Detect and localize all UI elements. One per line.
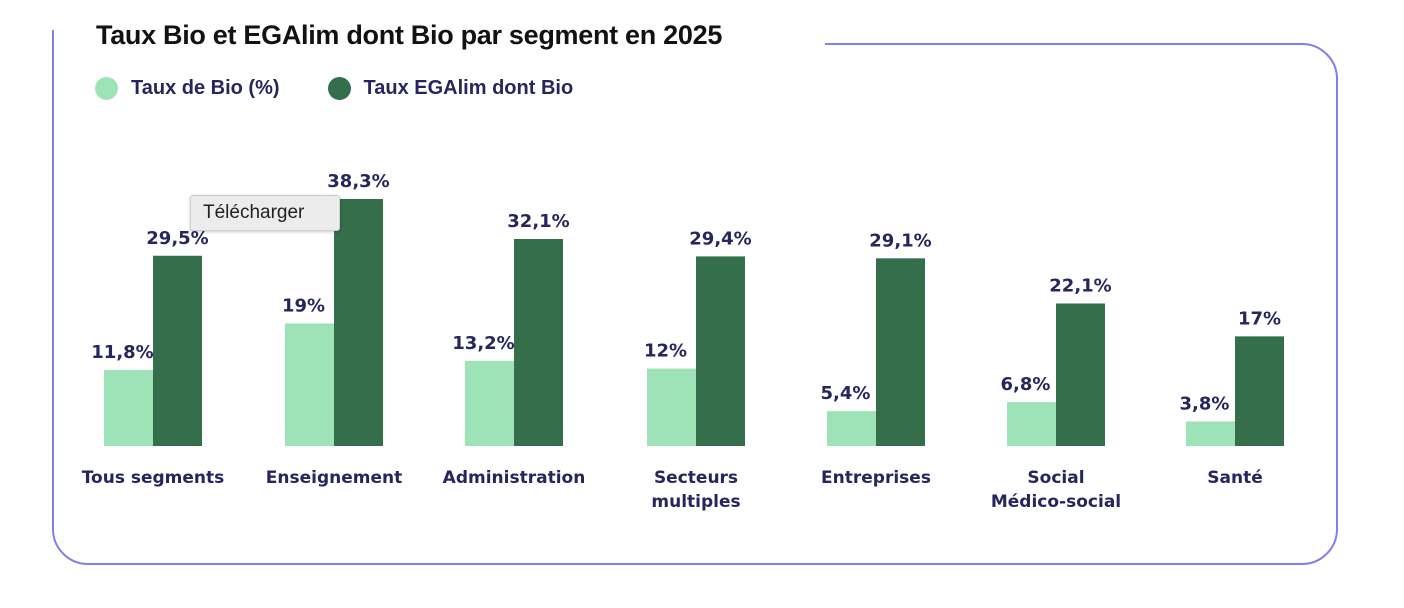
value-label-egalim-5: 22,1%: [1049, 275, 1111, 296]
bar-bio-5: [1007, 402, 1056, 446]
value-label-bio-3: 12%: [644, 341, 687, 362]
category-label-2: Administration: [443, 468, 586, 488]
category-label-3: multiples: [651, 492, 740, 512]
bar-egalim-2: [514, 238, 563, 446]
category-label-4: Entreprises: [821, 468, 931, 488]
value-label-egalim-2: 32,1%: [507, 211, 569, 232]
category-label-5: Social: [1027, 468, 1084, 488]
bar-egalim-3: [696, 256, 745, 446]
bar-bio-6: [1186, 421, 1235, 446]
frame-mask: [40, 20, 825, 50]
legend-item-egalim: Taux EGAlim dont Bio: [327, 77, 574, 100]
bar-bio-2: [465, 360, 514, 446]
legend-swatch-bio: [95, 77, 118, 100]
legend-label-bio: Taux de Bio (%): [131, 77, 280, 99]
bar-bio-4: [827, 411, 876, 446]
bar-egalim-1: [334, 199, 383, 446]
category-label-5: Médico-social: [991, 492, 1121, 512]
bar-egalim-6: [1235, 336, 1284, 446]
chart-title: Taux Bio et EGAlim dont Bio par segment …: [96, 20, 723, 50]
value-label-egalim-0: 29,5%: [146, 228, 208, 249]
category-label-1: Enseignement: [266, 468, 402, 488]
bar-egalim-0: [153, 255, 202, 446]
value-label-bio-2: 13,2%: [452, 333, 514, 354]
category-label-3: Secteurs: [654, 468, 738, 488]
category-label-0: Tous segments: [82, 468, 225, 488]
value-label-bio-1: 19%: [282, 295, 325, 316]
value-label-bio-4: 5,4%: [821, 383, 871, 404]
value-label-bio-6: 3,8%: [1180, 393, 1230, 414]
value-label-bio-0: 11,8%: [91, 342, 153, 363]
value-label-egalim-1: 38,3%: [327, 171, 389, 192]
bar-egalim-5: [1056, 303, 1105, 446]
download-tooltip: Télécharger: [190, 195, 340, 231]
bar-bio-3: [647, 368, 696, 446]
category-label-6: Santé: [1207, 468, 1262, 488]
value-label-egalim-3: 29,4%: [689, 228, 751, 249]
legend-label-egalim: Taux EGAlim dont Bio: [363, 77, 574, 99]
bar-bio-0: [104, 369, 153, 446]
value-label-egalim-4: 29,1%: [869, 230, 931, 251]
bar-bio-1: [285, 323, 334, 446]
value-label-egalim-6: 17%: [1238, 308, 1281, 329]
legend: Taux de Bio (%) Taux EGAlim dont Bio: [95, 77, 573, 100]
frame-left-line: [52, 30, 54, 60]
legend-swatch-egalim: [327, 77, 351, 100]
legend-item-bio: Taux de Bio (%): [95, 77, 280, 100]
bar-egalim-4: [876, 258, 925, 446]
value-label-bio-5: 6,8%: [1001, 374, 1051, 395]
